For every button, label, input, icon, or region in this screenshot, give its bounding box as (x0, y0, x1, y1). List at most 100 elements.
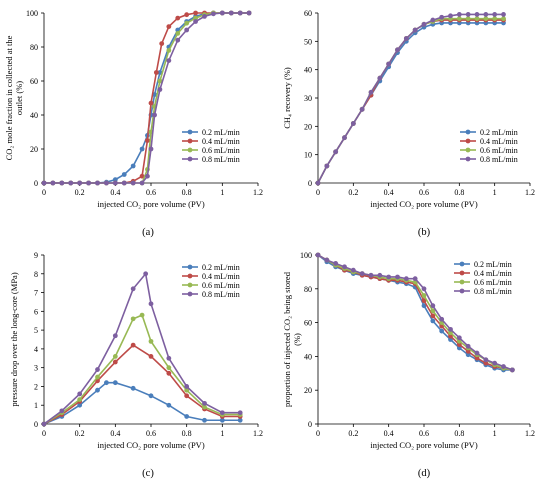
chart-panel-d: 0 0.2 0.4 0.6 0.8 1 1.2 0 20 40 60 80 100 injected CO… (282, 251, 535, 479)
data-point (139, 146, 145, 152)
x-tick-label: 0.6 (419, 188, 429, 197)
data-point (166, 58, 172, 63)
data-point (456, 12, 462, 17)
y-tick-label: 8 (34, 270, 38, 279)
data-point (501, 364, 506, 369)
data-point (112, 177, 118, 183)
x-tick-label: 0.4 (110, 429, 120, 438)
data-point (41, 180, 47, 186)
x-axis-label: injected CO₂ pore volume (PV) (370, 199, 477, 209)
legend-swatch-marker (465, 156, 471, 162)
legend-swatch-marker (459, 288, 465, 294)
legend-swatch-marker (187, 138, 193, 144)
legend-swatch-marker (187, 147, 193, 153)
x-tick-label: 0.6 (419, 429, 429, 438)
data-point (166, 355, 172, 361)
data-point (153, 70, 159, 75)
data-point (130, 342, 136, 348)
x-tick-label: 0.8 (182, 429, 192, 438)
data-point (166, 48, 172, 53)
data-point (395, 274, 400, 280)
data-point (315, 252, 321, 258)
data-point (184, 12, 190, 18)
data-point (483, 357, 489, 363)
series-line-4 (317, 13, 504, 184)
data-point (193, 19, 198, 24)
legend-label: 0.8 mL/min (480, 155, 518, 164)
legend-swatch-marker (187, 129, 193, 135)
data-point (368, 89, 374, 95)
x-tick-label: 0.2 (75, 188, 85, 197)
x-tick-label: 0 (42, 429, 46, 438)
legend-swatch-marker (459, 270, 465, 276)
legend-label: 0.2 mL/min (480, 128, 518, 137)
y-tick-label: 40 (30, 111, 38, 120)
y-tick-label: 40 (304, 352, 312, 361)
data-point (456, 345, 462, 351)
data-point (148, 354, 154, 359)
x-tick-label: 0.2 (348, 188, 358, 197)
legend-swatch-marker (459, 279, 465, 285)
y-axis-label: pressure drop over the long-core (MPa) (9, 272, 19, 406)
data-point (403, 276, 409, 282)
y-tick-label: 60 (30, 77, 38, 86)
data-point (175, 15, 181, 21)
data-point (412, 276, 418, 282)
data-point (184, 384, 190, 389)
data-point (148, 100, 154, 106)
data-point (219, 417, 225, 423)
data-point (492, 360, 498, 366)
legend-label: 0.2 mL/min (202, 263, 240, 272)
data-point (350, 267, 356, 273)
data-point (412, 27, 418, 33)
legend-label: 0.6 mL/min (202, 146, 240, 155)
data-point (430, 313, 436, 319)
data-point (421, 286, 427, 292)
legend-label: 0.6 mL/min (202, 281, 240, 290)
data-point (95, 180, 100, 186)
y-tick-label: 20 (304, 122, 312, 131)
x-tick-label: 1.2 (253, 188, 263, 197)
x-tick-label: 0.6 (146, 188, 156, 197)
y-tick-label: 30 (304, 94, 312, 103)
x-tick-label: 0.8 (182, 188, 192, 197)
y-axis-label: (%) (292, 333, 302, 346)
y-tick-label: 80 (304, 285, 312, 294)
legend-label: 0.4 mL/min (202, 272, 240, 281)
panel-caption: (c) (142, 468, 154, 479)
y-tick-label: 50 (304, 37, 312, 46)
data-point (237, 410, 243, 416)
data-point (342, 135, 347, 141)
data-point (130, 163, 136, 169)
y-tick-label: 0 (308, 179, 312, 188)
y-tick-label: 2 (34, 382, 38, 391)
data-point (421, 298, 427, 304)
data-point (456, 335, 462, 341)
y-axis-label: outlet (%) (14, 81, 24, 115)
legend-swatch-marker (465, 138, 471, 144)
data-point (184, 387, 190, 393)
y-tick-label: 100 (26, 9, 38, 18)
panel-caption: (a) (142, 227, 154, 238)
data-point (77, 391, 83, 397)
chart-panel-c: 0 0.2 0.4 0.6 0.8 1 1.2 0 1 2 3 4 5 6 7 8 9 injected CO₂ … (9, 251, 263, 479)
data-point (77, 402, 83, 408)
y-tick-label: 9 (34, 251, 38, 260)
data-point (448, 326, 453, 332)
data-point (465, 16, 471, 22)
legend-label: 0.2 mL/min (202, 128, 240, 137)
data-point (59, 408, 65, 414)
data-point (145, 173, 150, 179)
x-tick-label: 0.4 (384, 429, 394, 438)
data-point (474, 12, 480, 17)
data-point (465, 343, 471, 349)
data-point (193, 10, 198, 16)
series-line-2 (43, 344, 241, 425)
data-point (492, 12, 498, 17)
y-axis-label: CO₂ mole fraction in collected at the (4, 35, 14, 160)
x-tick-label: 1 (493, 188, 497, 197)
x-tick-label: 1.2 (525, 188, 535, 197)
y-tick-label: 1 (34, 401, 38, 410)
data-point (86, 180, 91, 186)
data-point (377, 75, 383, 81)
